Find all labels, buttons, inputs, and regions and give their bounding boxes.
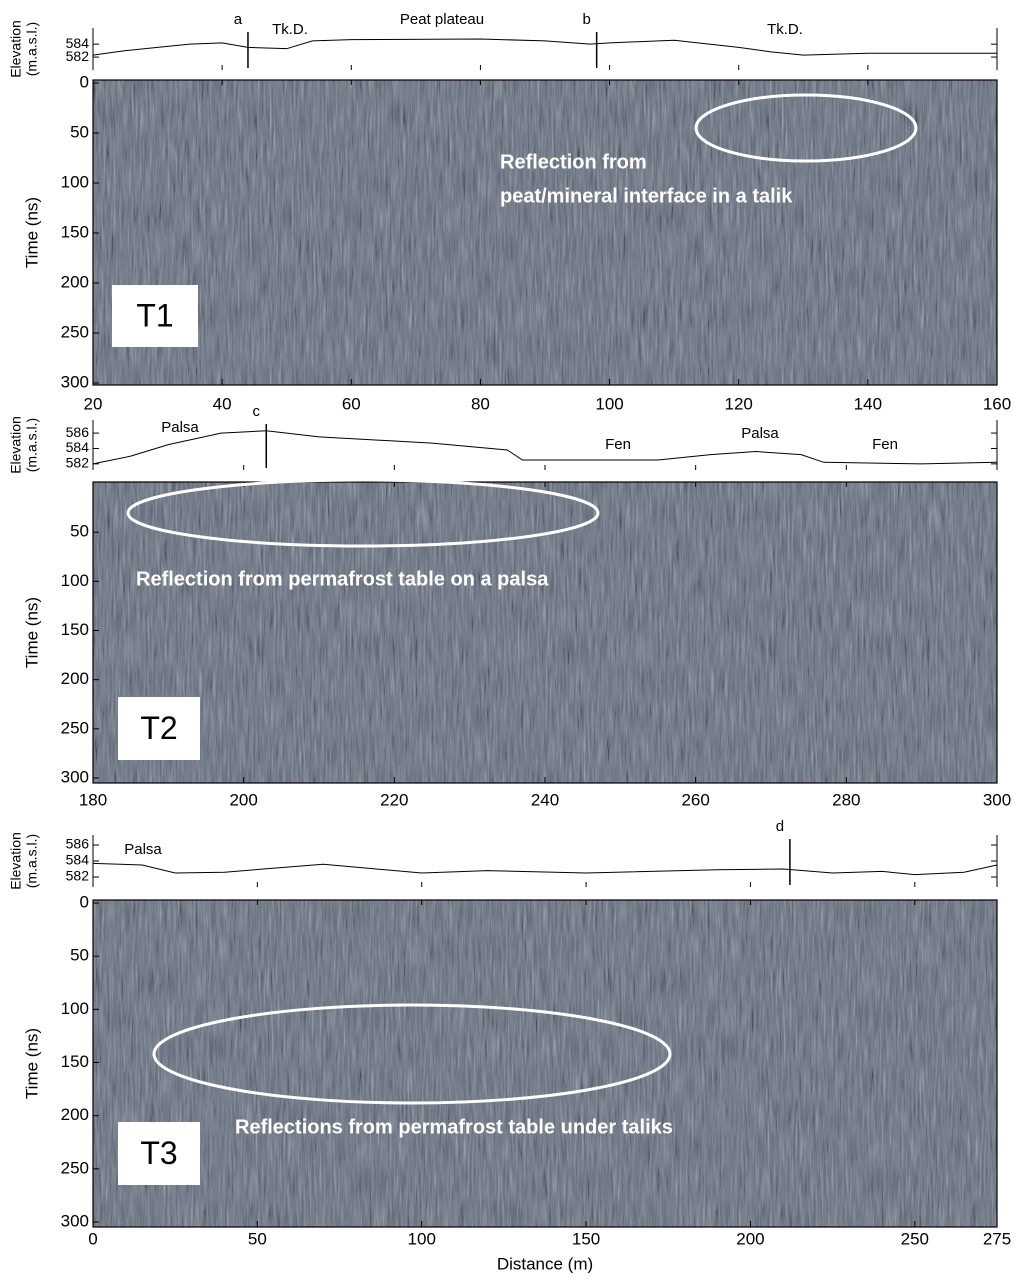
highlight-ellipse (152, 1003, 672, 1105)
x-tick-label: 100 (595, 394, 623, 413)
x-tick-label: 120 (725, 394, 753, 413)
elev-tick-label: 582 (66, 455, 90, 471)
x-tick-label: 80 (471, 394, 490, 413)
x-tick-label: 50 (248, 1229, 267, 1248)
x-tick-label: 150 (572, 1229, 600, 1248)
y-tick-label: 200 (61, 1105, 89, 1124)
annotation: peat/mineral interface in a talik (500, 185, 793, 207)
site-label: Tk.D. (767, 21, 803, 38)
elev-tick-label: 582 (66, 48, 90, 64)
panel-label: T1 (136, 297, 173, 333)
x-tick-label: 160 (983, 394, 1011, 413)
y-tick-label: 50 (70, 946, 89, 965)
y-axis-label: Time (ns) (22, 197, 41, 268)
x-tick-label: 260 (681, 790, 709, 809)
y-tick-label: 50 (70, 522, 89, 541)
y-tick-label: 50 (70, 122, 89, 141)
elev-tick-label: 584 (66, 35, 90, 51)
elev-axis-label: Elevation (8, 832, 24, 890)
y-tick-label: 0 (80, 72, 89, 91)
site-label: Palsa (741, 425, 779, 442)
y-tick-label: 0 (80, 892, 89, 911)
elev-axis-label: (m.a.s.l.) (24, 834, 40, 888)
elev-axis-label: (m.a.s.l.) (24, 22, 40, 76)
x-tick-label: 275 (983, 1229, 1011, 1248)
x-tick-label: 200 (229, 790, 257, 809)
elevation-profile (92, 862, 998, 876)
y-tick-label: 300 (61, 767, 89, 786)
y-tick-label: 150 (61, 222, 89, 241)
panel-label-box (118, 1122, 200, 1185)
annotation: Reflection from (500, 151, 647, 173)
elevation-profile (92, 430, 998, 465)
y-tick-label: 200 (61, 669, 89, 688)
y-tick-label: 300 (61, 372, 89, 391)
radargram-texture (93, 900, 997, 1227)
y-tick-label: 150 (61, 620, 89, 639)
x-tick-label: 220 (380, 790, 408, 809)
panel-label: T3 (140, 1135, 177, 1171)
y-axis-label: Time (ns) (22, 597, 41, 668)
x-tick-label: 200 (736, 1229, 764, 1248)
radargram-texture (93, 80, 997, 385)
panel-label-box (118, 697, 200, 760)
elev-tick-label: 584 (66, 852, 90, 868)
x-tick-label: 0 (88, 1229, 97, 1248)
site-label: Tk.D. (272, 21, 308, 38)
site-label: Peat plateau (400, 11, 484, 28)
y-tick-label: 100 (61, 571, 89, 590)
y-tick-label: 100 (61, 172, 89, 191)
panel-label-box (112, 285, 198, 347)
elev-axis-label: (m.a.s.l.) (24, 418, 40, 472)
profile-marker-label: c (253, 403, 261, 420)
x-tick-label: 240 (531, 790, 559, 809)
x-tick-label: 140 (854, 394, 882, 413)
site-label: Palsa (161, 419, 199, 436)
y-tick-label: 250 (61, 1158, 89, 1177)
profile-marker-label: b (582, 11, 590, 28)
highlight-ellipse (126, 478, 600, 548)
profile-marker-label: d (776, 818, 784, 835)
y-axis-label: Time (ns) (22, 1028, 41, 1099)
x-tick-label: 280 (832, 790, 860, 809)
highlight-ellipse (694, 93, 918, 163)
profile-marker-label: a (234, 11, 243, 28)
radargram-frame (92, 899, 998, 1228)
annotation: Reflection from permafrost table on a pa… (136, 568, 549, 590)
elevation-profile (92, 38, 997, 56)
x-tick-label: 40 (213, 394, 232, 413)
y-tick-label: 300 (61, 1211, 89, 1230)
elev-tick-label: 586 (66, 424, 90, 440)
y-tick-label: 150 (61, 1052, 89, 1071)
x-axis-label: Distance (m) (497, 1254, 593, 1273)
x-tick-label: 250 (901, 1229, 929, 1248)
y-tick-label: 100 (61, 999, 89, 1018)
y-tick-label: 250 (61, 322, 89, 341)
site-label: Fen (605, 436, 631, 453)
y-tick-label: 250 (61, 718, 89, 737)
panel-label: T2 (140, 710, 177, 746)
annotation: Reflections from permafrost table under … (235, 1116, 673, 1138)
x-tick-label: 20 (84, 394, 103, 413)
site-label: Palsa (124, 841, 162, 858)
x-tick-label: 300 (983, 790, 1011, 809)
elev-tick-label: 582 (66, 868, 90, 884)
y-tick-label: 200 (61, 272, 89, 291)
radargram-texture (93, 482, 997, 783)
site-label: Fen (872, 436, 898, 453)
elev-tick-label: 586 (66, 836, 90, 852)
elev-axis-label: Elevation (8, 20, 24, 78)
elev-axis-label: Elevation (8, 416, 24, 474)
x-tick-label: 60 (342, 394, 361, 413)
x-tick-label: 100 (408, 1229, 436, 1248)
x-tick-label: 180 (79, 790, 107, 809)
elev-tick-label: 584 (66, 439, 90, 455)
